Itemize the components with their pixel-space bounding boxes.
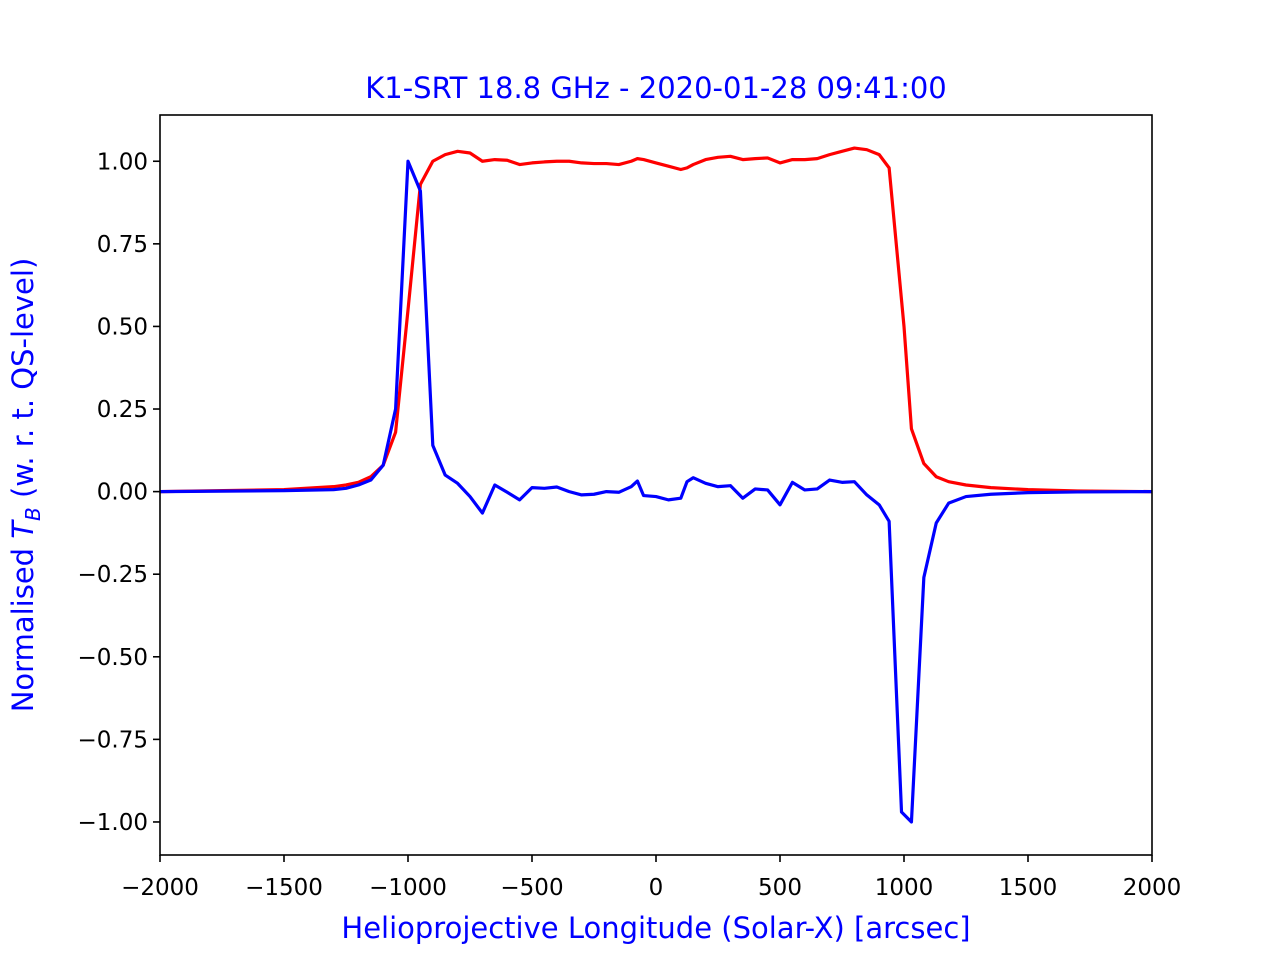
y-axis-label-suffix: (w. r. t. QS-level): [6, 258, 40, 508]
y-tick-label: 0.50: [97, 314, 148, 340]
y-axis-label-symbol: T: [6, 519, 40, 539]
x-tick-label: 1000: [875, 875, 934, 901]
y-axis-label-prefix: Normalised: [6, 539, 40, 713]
y-tick-label: 0.25: [97, 397, 148, 423]
x-tick-label: 1500: [999, 875, 1058, 901]
y-tick-label: 1.00: [97, 149, 148, 175]
y-tick-label: −0.75: [78, 727, 148, 753]
y-tick-label: 0.75: [97, 232, 148, 258]
x-tick-label: 0: [649, 875, 664, 901]
x-tick-label: −1000: [369, 875, 447, 901]
x-axis-label: Helioprojective Longitude (Solar-X) [arc…: [341, 911, 970, 945]
x-axis-ticks: −2000 −1500 −1000 −500 0 500 1000 1500 2000: [121, 855, 1181, 901]
data-series: [159, 146, 1153, 824]
y-axis-label: Normalised TB (w. r. t. QS-level): [6, 258, 45, 713]
y-tick-label: −0.50: [78, 645, 148, 671]
series-line-1: [159, 146, 1153, 494]
x-tick-label: 500: [758, 875, 802, 901]
chart-title: K1-SRT 18.8 GHz - 2020-01-28 09:41:00: [365, 71, 947, 105]
x-tick-label: −1500: [245, 875, 323, 901]
y-tick-label: −0.25: [78, 562, 148, 588]
y-axis-ticks: 1.00 0.75 0.50 0.25 0.00 −0.25 −0.50 −0.75 −1.00: [78, 149, 160, 836]
y-tick-label: −1.00: [78, 810, 148, 836]
y-tick-label: 0.00: [97, 480, 148, 506]
x-tick-label: 2000: [1123, 875, 1182, 901]
x-tick-label: −2000: [121, 875, 199, 901]
series-line-2: [159, 159, 1153, 824]
x-tick-label: −500: [500, 875, 563, 901]
y-axis-label-subscript: B: [21, 507, 45, 521]
